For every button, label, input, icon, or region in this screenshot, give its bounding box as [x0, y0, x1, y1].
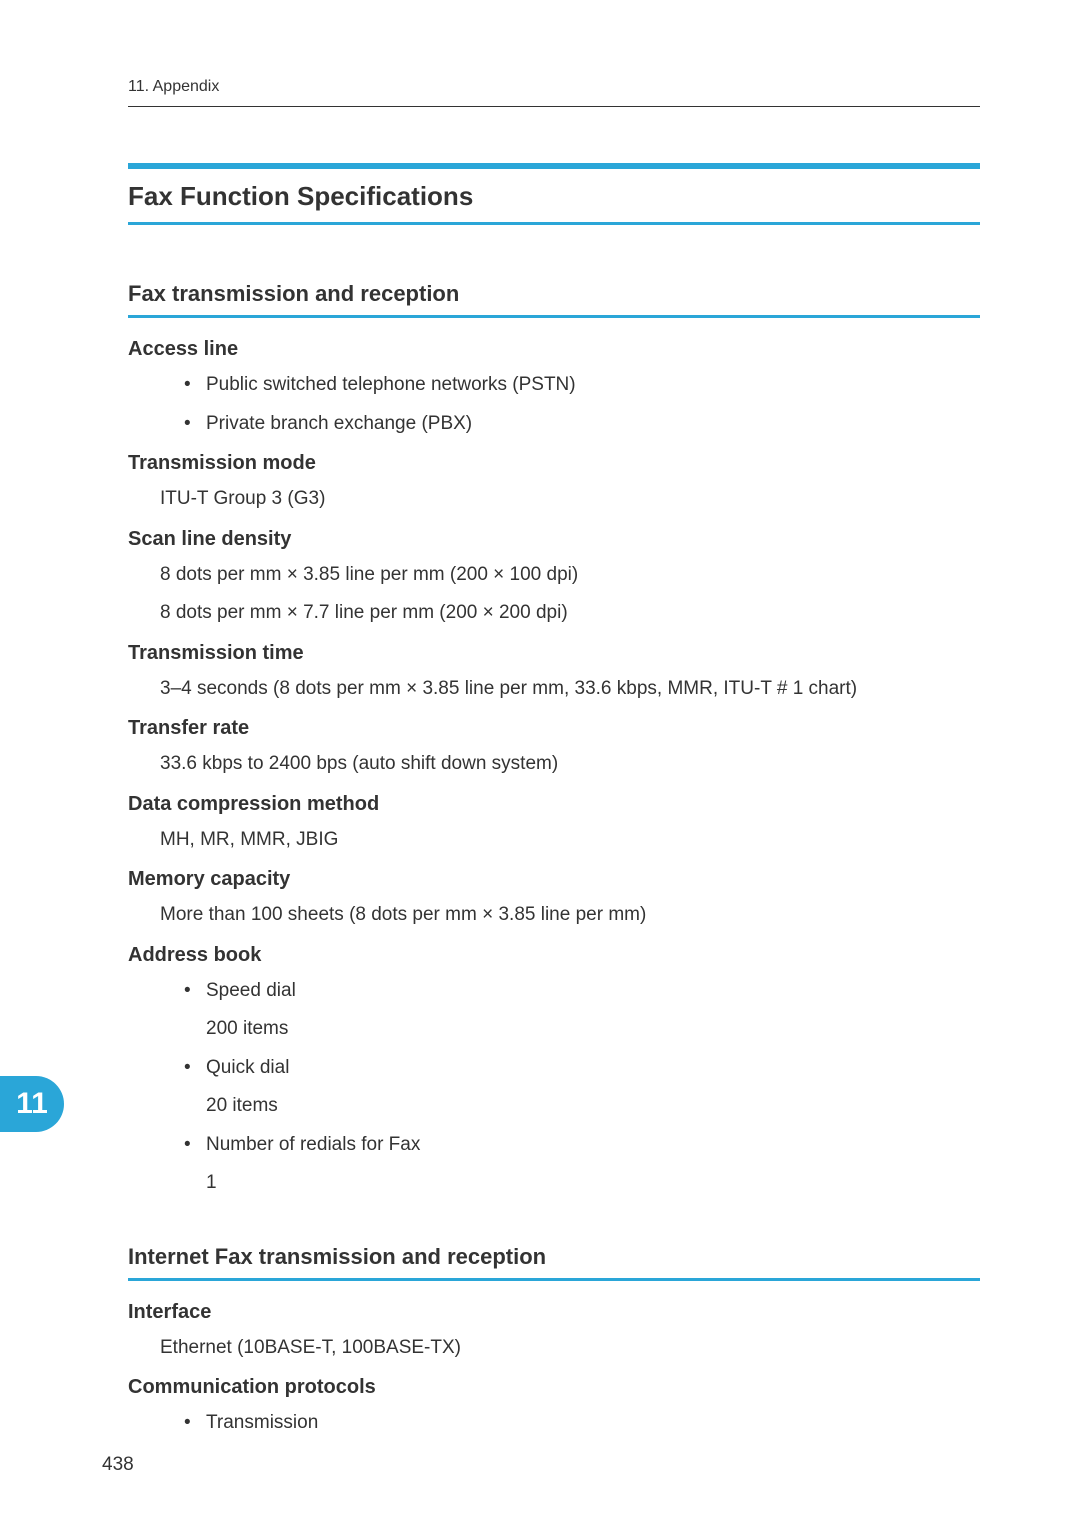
- scan-line-density-value-2: 8 dots per mm × 7.7 line per mm (200 × 2…: [160, 599, 980, 628]
- list-item: Quick dial 20 items: [184, 1054, 980, 1121]
- chapter-label: 11. Appendix: [128, 78, 219, 95]
- page-title-bar: Fax Function Specifications: [128, 163, 980, 225]
- list-item: Speed dial 200 items: [184, 977, 980, 1044]
- access-line-list: Public switched telephone networks (PSTN…: [184, 371, 980, 438]
- chapter-tab: 11: [0, 1076, 64, 1132]
- list-item: Transmission: [184, 1409, 980, 1438]
- transmission-mode-label: Transmission mode: [128, 452, 980, 475]
- memory-capacity-label: Memory capacity: [128, 868, 980, 891]
- address-book-item-value: 1: [206, 1169, 980, 1198]
- chapter-tab-number: 11: [16, 1087, 48, 1121]
- transmission-time-value: 3–4 seconds (8 dots per mm × 3.85 line p…: [160, 675, 980, 704]
- address-book-item-name: Speed dial: [206, 980, 296, 1001]
- page-number: 438: [102, 1454, 134, 1476]
- address-book-item-name: Number of redials for Fax: [206, 1134, 420, 1155]
- page-title: Fax Function Specifications: [128, 181, 980, 212]
- scan-line-density-label: Scan line density: [128, 528, 980, 551]
- address-book-label: Address book: [128, 944, 980, 967]
- section-internet-fax-title: Internet Fax transmission and reception: [128, 1244, 980, 1281]
- scan-line-density-value-1: 8 dots per mm × 3.85 line per mm (200 × …: [160, 561, 980, 590]
- page-content: 11. Appendix Fax Function Specifications…: [0, 0, 1080, 1438]
- comm-protocols-label: Communication protocols: [128, 1376, 980, 1399]
- address-book-item-value: 200 items: [206, 1015, 980, 1044]
- list-item: Private branch exchange (PBX): [184, 410, 980, 439]
- interface-value: Ethernet (10BASE-T, 100BASE-TX): [160, 1334, 980, 1363]
- data-compression-label: Data compression method: [128, 793, 980, 816]
- address-book-list: Speed dial 200 items Quick dial 20 items…: [184, 977, 980, 1198]
- section-fax-title: Fax transmission and reception: [128, 281, 980, 318]
- chapter-header: 11. Appendix: [128, 78, 980, 107]
- address-book-item-value: 20 items: [206, 1092, 980, 1121]
- data-compression-value: MH, MR, MMR, JBIG: [160, 826, 980, 855]
- list-item: Number of redials for Fax 1: [184, 1131, 980, 1198]
- transfer-rate-label: Transfer rate: [128, 717, 980, 740]
- transfer-rate-value: 33.6 kbps to 2400 bps (auto shift down s…: [160, 750, 980, 779]
- memory-capacity-value: More than 100 sheets (8 dots per mm × 3.…: [160, 901, 980, 930]
- list-item: Public switched telephone networks (PSTN…: [184, 371, 980, 400]
- address-book-item-name: Quick dial: [206, 1057, 289, 1078]
- access-line-label: Access line: [128, 338, 980, 361]
- comm-protocols-list: Transmission: [184, 1409, 980, 1438]
- interface-label: Interface: [128, 1301, 980, 1324]
- transmission-mode-value: ITU-T Group 3 (G3): [160, 485, 980, 514]
- transmission-time-label: Transmission time: [128, 642, 980, 665]
